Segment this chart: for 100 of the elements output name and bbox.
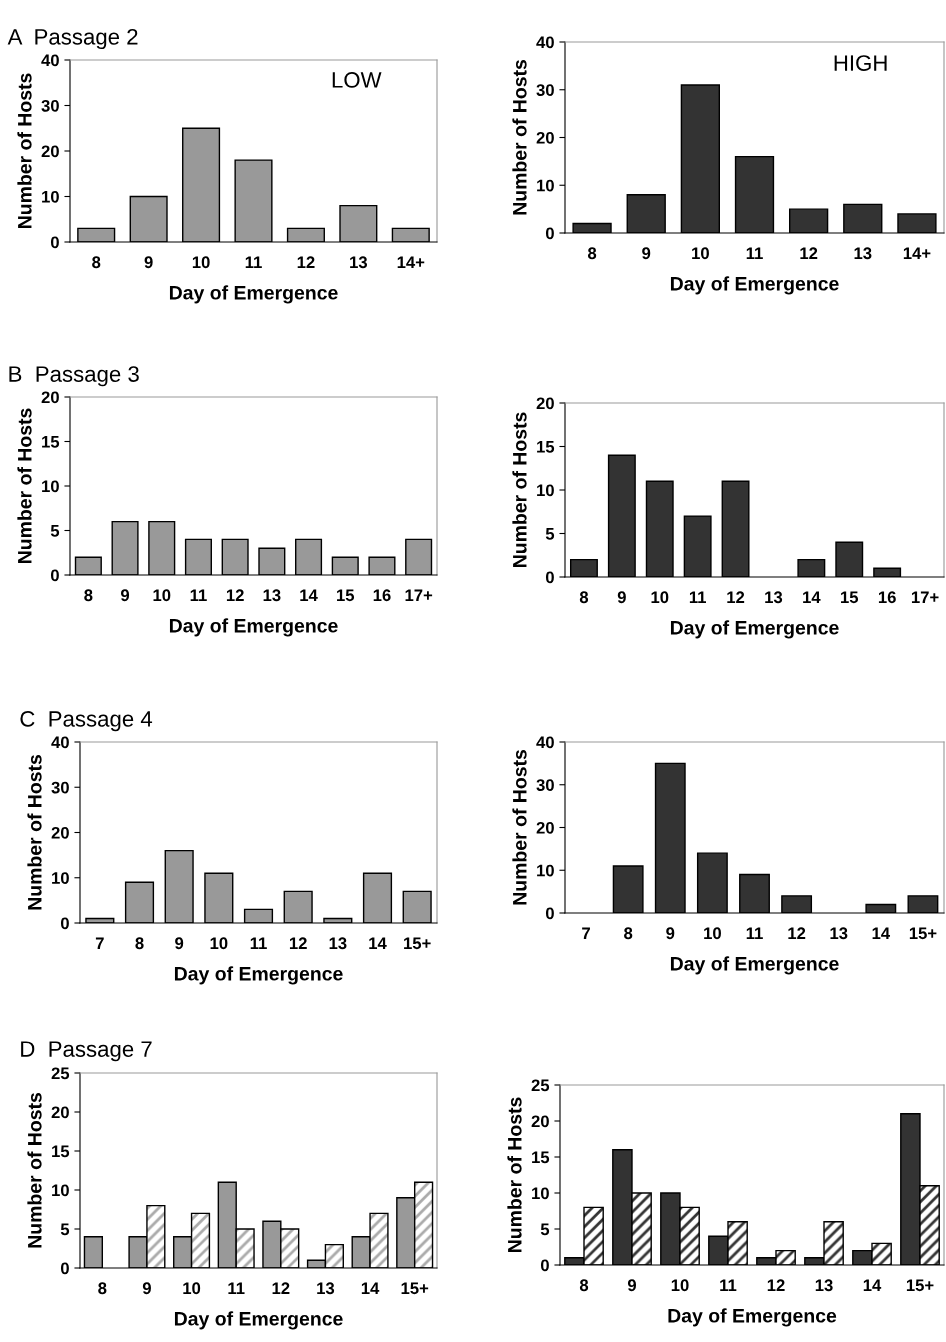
y-tick-label: 20 (531, 1115, 549, 1128)
x-tick-label: 12 (788, 927, 806, 939)
y-tick-label: 20 (536, 821, 554, 834)
x-tick-label: 12 (800, 247, 818, 259)
x-tick-label: 16 (373, 589, 391, 602)
y-tick-label: 15 (537, 441, 555, 453)
x-tick-label: 9 (666, 927, 675, 940)
x-tick-label: 14 (803, 591, 821, 603)
y-tick-label: 10 (52, 872, 69, 884)
y-tick-label: 30 (536, 779, 554, 791)
y-tick-label: 0 (50, 569, 59, 582)
y-axis-title: Number of Hosts (27, 1092, 42, 1248)
x-tick-label: 11 (689, 591, 706, 603)
x-axis-title: Day of Emergence (670, 956, 839, 975)
y-tick-label: 40 (536, 36, 554, 49)
x-tick-label: 14+ (397, 256, 425, 268)
x-tick-label: 8 (92, 256, 101, 269)
annotation: LOW (332, 72, 382, 88)
y-tick-label: 20 (41, 391, 59, 404)
x-tick-label: 16 (878, 591, 896, 604)
chart-title: C Passage 4 (20, 711, 153, 732)
chart-title: A Passage 2 (7, 28, 138, 50)
y-axis-title: Number of Hosts (17, 73, 32, 229)
x-tick-label: 10 (153, 589, 171, 602)
x-tick-label: 14 (369, 937, 387, 949)
y-tick-label: 10 (537, 179, 554, 192)
y-tick-label: 5 (60, 1223, 70, 1236)
y-tick-label: 15 (42, 436, 60, 448)
x-tick-label: 12 (272, 1282, 290, 1294)
x-tick-label: 8 (579, 1279, 589, 1292)
y-tick-label: 0 (60, 1262, 69, 1275)
x-tick-label: 15+ (909, 927, 937, 940)
y-tick-label: 10 (537, 864, 554, 877)
x-tick-label: 9 (617, 591, 626, 604)
x-tick-label: 13 (815, 1279, 833, 1292)
x-tick-label: 15+ (401, 1282, 429, 1295)
y-tick-label: 15 (52, 1145, 70, 1158)
chart-title: D Passage 7 (21, 1041, 152, 1062)
x-tick-label: 13 (317, 1282, 335, 1295)
x-tick-label: 12 (297, 256, 315, 268)
y-tick-label: 20 (51, 826, 69, 839)
x-tick-label: 7 (582, 927, 590, 939)
x-tick-label: 10 (183, 1282, 201, 1295)
x-tick-label: 10 (651, 591, 669, 604)
x-tick-label: 13 (765, 591, 783, 604)
x-tick-label: 13 (830, 927, 848, 940)
x-tick-label: 13 (350, 256, 368, 269)
y-tick-label: 10 (42, 480, 59, 493)
y-tick-label: 15 (532, 1151, 550, 1164)
y-tick-label: 10 (532, 1187, 549, 1200)
x-tick-label: 7 (95, 937, 104, 949)
y-axis-title: Number of Hosts (17, 408, 32, 564)
y-tick-label: 5 (545, 528, 555, 540)
y-tick-label: 25 (51, 1067, 70, 1080)
x-axis-title: Day of Emergence (670, 276, 839, 295)
x-tick-label: 9 (144, 256, 153, 269)
y-tick-label: 20 (536, 397, 554, 410)
y-axis-title: Number of Hosts (512, 749, 527, 905)
y-axis-title: Number of Hosts (512, 412, 527, 568)
x-tick-label: 9 (142, 1282, 151, 1295)
x-tick-label: 9 (120, 589, 130, 602)
y-tick-label: 0 (540, 1259, 549, 1272)
y-tick-label: 0 (545, 571, 554, 584)
y-tick-label: 0 (545, 907, 554, 920)
y-axis-title: Number of Hosts (27, 754, 42, 910)
y-tick-label: 10 (537, 484, 554, 497)
y-axis-title: Number of Hosts (512, 59, 527, 215)
x-tick-label: 11 (746, 247, 763, 259)
x-tick-label: 17+ (911, 591, 939, 603)
x-tick-label: 11 (746, 927, 763, 939)
x-tick-label: 10 (704, 927, 721, 940)
x-tick-label: 15+ (404, 937, 431, 950)
x-tick-label: 15 (841, 591, 859, 604)
x-tick-label: 8 (84, 589, 93, 602)
x-tick-label: 11 (245, 256, 262, 268)
y-tick-label: 25 (531, 1079, 550, 1092)
x-axis-title: Day of Emergence (174, 966, 343, 985)
y-tick-label: 40 (41, 54, 59, 67)
x-tick-label: 14 (872, 927, 891, 939)
y-tick-label: 40 (51, 736, 69, 749)
x-tick-label: 14 (361, 1282, 380, 1294)
y-tick-label: 5 (540, 1223, 550, 1236)
y-tick-label: 10 (42, 190, 59, 203)
x-axis-title: Day of Emergence (668, 1308, 837, 1327)
x-tick-label: 14 (863, 1279, 882, 1291)
x-tick-label: 13 (263, 589, 281, 602)
y-tick-label: 0 (545, 227, 554, 240)
x-tick-label: 11 (250, 937, 267, 949)
x-tick-label: 14 (300, 589, 318, 601)
x-tick-label: 8 (624, 927, 633, 940)
chart-title: B Passage 3 (9, 366, 139, 387)
y-tick-label: 0 (60, 917, 69, 930)
x-tick-label: 10 (192, 256, 210, 269)
y-tick-label: 20 (41, 145, 59, 158)
x-tick-label: 10 (692, 247, 709, 260)
x-tick-label: 11 (720, 1279, 737, 1291)
x-axis-title: Day of Emergence (169, 618, 338, 637)
x-tick-label: 8 (579, 591, 589, 604)
x-tick-label: 11 (190, 589, 207, 601)
y-tick-label: 0 (50, 236, 59, 249)
